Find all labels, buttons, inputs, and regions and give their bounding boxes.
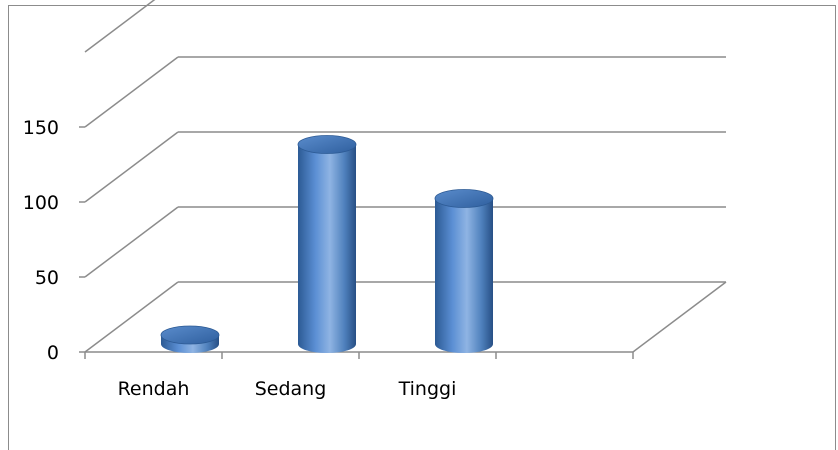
tick-labels: 0 50 100 150 Rendah Sedang Tinggi — [23, 117, 457, 400]
axes — [79, 126, 727, 359]
bar-tinggi — [434, 189, 494, 353]
bar-top — [297, 135, 357, 154]
x-tick-label: Sedang — [255, 378, 327, 400]
bar-rendah — [160, 325, 220, 353]
gridline-side — [84, 281, 179, 353]
y-tick-label: 150 — [23, 117, 59, 139]
bar-top — [434, 189, 494, 208]
bar-body — [298, 144, 356, 353]
bars — [160, 135, 494, 353]
y-tick-label: 0 — [47, 342, 59, 364]
gridlines — [84, 0, 726, 353]
x-tick-label: Rendah — [118, 378, 190, 400]
bar-sedang — [297, 135, 357, 353]
gridline-side — [84, 56, 179, 128]
chart-frame — [8, 5, 836, 450]
gridline-side — [84, 131, 179, 203]
x-tick-label: Tinggi — [398, 378, 457, 400]
y-tick-label: 50 — [35, 267, 59, 289]
gridline-side — [84, 206, 179, 278]
floor-right-edge — [632, 281, 727, 353]
y-tick-label: 100 — [23, 192, 59, 214]
bar-top — [160, 325, 220, 345]
bar-body — [435, 198, 493, 353]
gridline-side — [84, 0, 156, 53]
